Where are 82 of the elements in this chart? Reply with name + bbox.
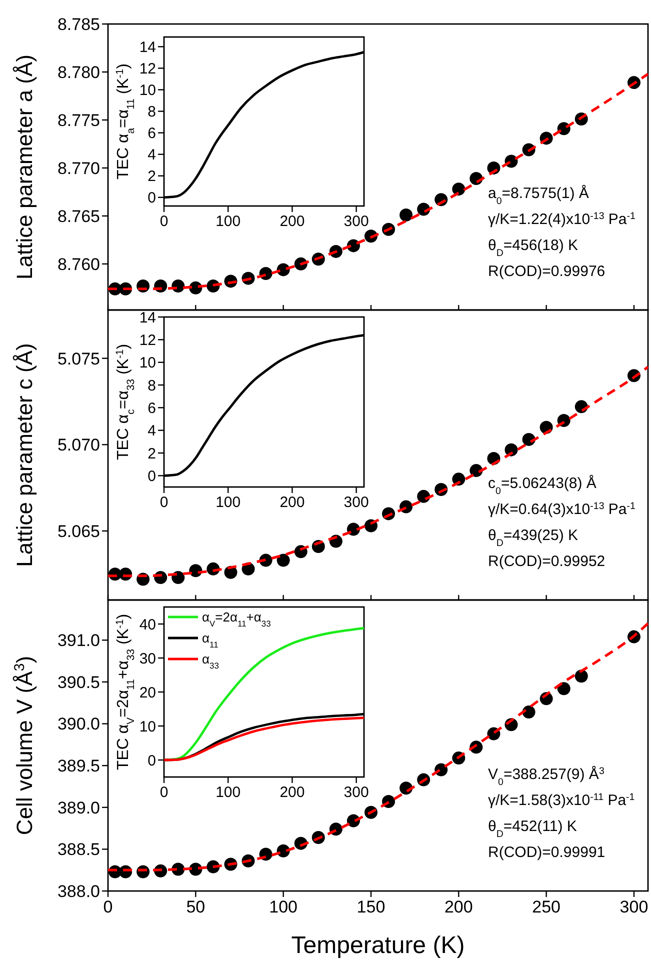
annotation: θ$_{D}$=452(11) K xyxy=(488,818,577,840)
x-tick-label: 100 xyxy=(216,213,241,230)
point xyxy=(557,682,570,696)
x-axis-title: Temperature (K) xyxy=(291,932,465,959)
y-tick-label: 8.760 xyxy=(57,254,100,274)
point xyxy=(400,208,413,222)
y-tick-label: 30 xyxy=(139,650,156,668)
y-tick-label: 6 xyxy=(148,400,156,417)
annotation: R(COD)=0.99976 xyxy=(488,263,606,280)
y-tick-label: 8.775 xyxy=(57,110,100,130)
y-tick-label: 4 xyxy=(148,422,156,440)
x-tick-label: 300 xyxy=(344,784,369,801)
x-tick-label: 200 xyxy=(444,898,473,917)
y-axis-title: Lattice parameter c (Å) xyxy=(12,343,37,567)
legend-label: α$_{33}$ xyxy=(202,652,220,671)
x-tick-label: 100 xyxy=(216,494,241,511)
annotation: V$_{0}$=388.257(9) Å$^{3}$ xyxy=(488,765,604,788)
y-tick-label: 389.5 xyxy=(57,756,100,776)
legend-label: α$_{V}$=2α$_{11}$+α$_{33}$ xyxy=(202,610,272,629)
y-tick-label: 390.0 xyxy=(57,714,100,734)
point xyxy=(522,706,536,719)
y-tick-label: 0 xyxy=(148,468,156,485)
legend-label: α$_{11}$ xyxy=(202,630,219,650)
x-tick-label: 0 xyxy=(103,898,113,917)
y-tick-label: 2 xyxy=(148,445,156,462)
y-tick-label: 4 xyxy=(148,146,156,164)
y-tick-label: 388.0 xyxy=(57,882,100,901)
y-tick-label: 12 xyxy=(139,332,156,349)
x-tick-label: 150 xyxy=(356,898,386,917)
annotation: γ/K=1.22(4)x10$^{-13}$ Pa$^{-1}$ xyxy=(488,210,636,228)
point xyxy=(574,670,588,683)
y-tick-label: 10 xyxy=(139,82,156,99)
x-tick-label: 50 xyxy=(186,898,206,917)
y-axis-title: Lattice parameter a (Å) xyxy=(12,54,37,280)
annotation: c$_{0}$=5.06243(8) Å xyxy=(488,474,596,496)
y-tick-label: 5.070 xyxy=(57,436,100,455)
x-tick-label: 200 xyxy=(280,784,305,801)
annotation: a$_{0}$=8.7575(1) Å xyxy=(488,184,589,206)
y-tick-label: 8.770 xyxy=(57,158,100,178)
y-tick-label: 12 xyxy=(139,60,156,78)
y-tick-label: 6 xyxy=(148,125,156,142)
y-tick-label: 14 xyxy=(139,38,156,56)
annotation: R(COD)=0.99991 xyxy=(488,844,606,861)
point xyxy=(276,554,290,567)
y-tick-label: 5.065 xyxy=(57,522,100,541)
x-tick-label: 300 xyxy=(344,494,369,511)
y-tick-label: 0 xyxy=(148,190,156,207)
x-tick-label: 300 xyxy=(620,898,648,917)
y-tick-label: 8.780 xyxy=(57,62,100,82)
y-tick-label: 5.075 xyxy=(57,349,100,368)
y-tick-label: 2 xyxy=(148,168,156,186)
x-tick-label: 0 xyxy=(160,213,168,230)
y-tick-label: 0 xyxy=(148,752,156,770)
point xyxy=(172,571,185,584)
y-tick-label: 40 xyxy=(139,616,156,634)
y-tick-label: 8.765 xyxy=(57,206,100,226)
point xyxy=(452,182,466,196)
x-tick-label: 200 xyxy=(280,213,305,230)
x-tick-label: 0 xyxy=(160,784,168,801)
y-tick-label: 10 xyxy=(139,718,156,736)
y-tick-label: 8.785 xyxy=(57,14,100,34)
annotation: θ$_{D}$=456(18) K xyxy=(488,237,578,258)
x-tick-label: 300 xyxy=(344,213,369,230)
annotation: θ$_{D}$=439(25) K xyxy=(488,527,578,548)
y-tick-label: 14 xyxy=(139,309,156,326)
y-tick-label: 390.5 xyxy=(57,672,100,692)
x-tick-label: 100 xyxy=(269,898,298,917)
y-tick-label: 391.0 xyxy=(57,631,100,650)
y-tick-label: 388.5 xyxy=(57,840,100,860)
y-tick-label: 10 xyxy=(139,354,156,372)
annotation: γ/K=0.64(3)x10$^{-13}$ Pa$^{-1}$ xyxy=(488,500,636,518)
annotation: R(COD)=0.99952 xyxy=(488,553,606,570)
x-tick-label: 200 xyxy=(280,494,305,511)
x-tick-label: 0 xyxy=(160,494,168,511)
annotation: γ/K=1.58(3)x10$^{-11}$ Pa$^{-1}$ xyxy=(488,792,635,809)
x-tick-label: 250 xyxy=(532,898,560,917)
y-tick-label: 8 xyxy=(148,377,156,394)
y-tick-label: 389.0 xyxy=(57,798,100,818)
x-tick-label: 100 xyxy=(216,784,241,801)
line-series xyxy=(162,626,366,762)
y-tick-label: 8 xyxy=(148,104,156,121)
y-tick-label: 20 xyxy=(139,684,156,702)
